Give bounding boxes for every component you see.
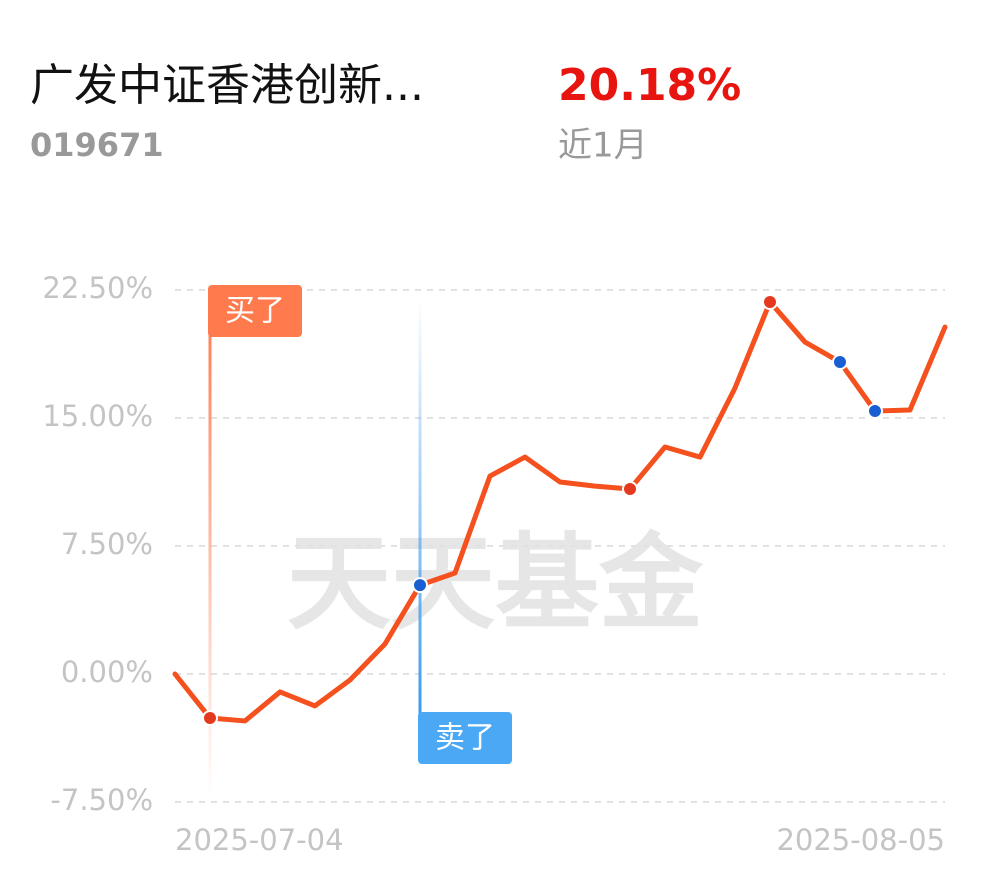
point-marker — [867, 403, 883, 420]
annotation-label: 买了 — [225, 294, 285, 329]
annotation-line — [418, 298, 422, 714]
point-marker — [832, 354, 848, 371]
annotation-box — [418, 712, 512, 764]
series-line — [172, 299, 948, 724]
y-tick-label: 22.50% — [42, 271, 153, 305]
point-marker — [762, 293, 778, 310]
point-marker — [202, 710, 218, 727]
point-marker — [622, 480, 638, 497]
annotation-label: 卖了 — [435, 721, 495, 756]
x-tick-label: 2025-08-05 — [776, 823, 945, 857]
annotation-box — [208, 285, 302, 337]
fund-return: 20.18% — [558, 60, 741, 111]
fund-title: 广发中证香港创新... — [30, 60, 424, 111]
y-tick-label: 7.50% — [61, 527, 153, 561]
watermark: 天天基金 — [287, 521, 704, 644]
fund-code: 019671 — [30, 126, 164, 164]
annotation-line — [208, 300, 212, 800]
x-tick-label: 2025-07-04 — [175, 823, 344, 857]
y-tick-label: 15.00% — [42, 399, 153, 433]
point-marker — [412, 577, 428, 594]
y-tick-label: -7.50% — [50, 783, 153, 817]
y-tick-label: 0.00% — [61, 655, 153, 689]
return-period: 近1月 — [558, 126, 648, 166]
